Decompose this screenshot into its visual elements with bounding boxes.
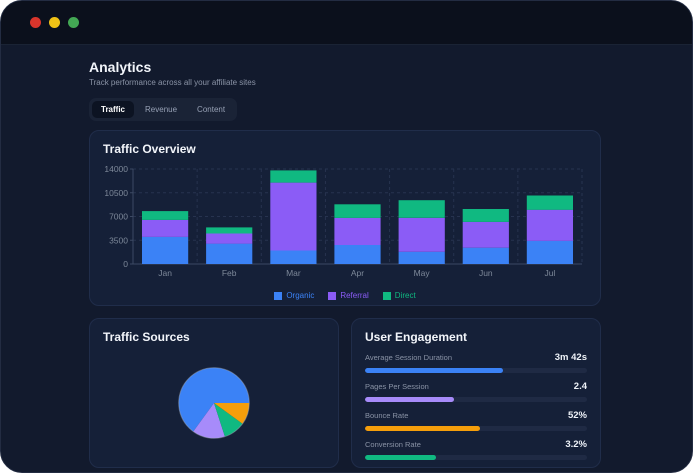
svg-text:Mar: Mar <box>286 268 301 278</box>
legend-item: Organic <box>274 291 314 300</box>
legend-swatch <box>328 291 337 300</box>
metric-bar-track <box>365 368 587 373</box>
metric-row: Average Session Duration 3m 42s <box>365 352 587 373</box>
metric-value: 2.4 <box>573 381 587 392</box>
svg-text:May: May <box>414 268 431 278</box>
tab-bar: Traffic Revenue Content <box>89 98 238 121</box>
svg-text:Jan: Jan <box>158 268 172 278</box>
metric-row: Pages Per Session 2.4 <box>365 381 587 402</box>
metric-row: Conversion Rate 3.2% <box>365 439 587 460</box>
tab-revenue[interactable]: Revenue <box>136 101 186 118</box>
svg-text:7000: 7000 <box>109 212 128 222</box>
legend-swatch <box>274 291 283 300</box>
tab-traffic[interactable]: Traffic <box>92 101 135 118</box>
minimize-button[interactable] <box>49 17 60 28</box>
traffic-overview-title: Traffic Overview <box>103 142 196 156</box>
user-engagement-card: User Engagement Average Session Duration… <box>351 318 601 468</box>
metric-label: Pages Per Session <box>365 382 429 391</box>
metric-bar-fill <box>365 397 454 402</box>
legend-item: Direct <box>382 291 416 300</box>
traffic-sources-card: Traffic Sources <box>89 318 339 468</box>
user-engagement-title: User Engagement <box>365 330 468 344</box>
metric-bar-fill <box>365 455 437 460</box>
svg-text:Jun: Jun <box>479 268 493 278</box>
metric-value: 3m 42s <box>554 352 587 363</box>
legend-item: Referral <box>328 291 369 300</box>
close-button[interactable] <box>30 17 41 28</box>
metric-bar-fill <box>365 426 481 431</box>
metric-bar-fill <box>365 368 503 373</box>
traffic-sources-pie <box>178 367 250 439</box>
tab-content[interactable]: Content <box>188 101 234 118</box>
svg-text:Feb: Feb <box>222 268 237 278</box>
svg-text:Jul: Jul <box>544 268 555 278</box>
metric-value: 52% <box>567 410 587 421</box>
metric-label: Average Session Duration <box>365 353 452 362</box>
metric-value: 3.2% <box>565 439 587 450</box>
traffic-sources-title: Traffic Sources <box>103 330 190 344</box>
svg-text:3500: 3500 <box>109 235 128 245</box>
window-titlebar <box>1 1 692 45</box>
metric-row: Bounce Rate 52% <box>365 410 587 431</box>
metric-bar-track <box>365 397 587 402</box>
metric-bar-track <box>365 426 587 431</box>
page-content: Analytics Track performance across all y… <box>1 45 692 468</box>
pie-wrapper <box>103 351 325 455</box>
chart-legend: Organic Referral Direct <box>103 291 587 300</box>
svg-text:0: 0 <box>123 259 128 269</box>
svg-text:14000: 14000 <box>104 164 128 174</box>
page-title: Analytics <box>89 59 152 75</box>
svg-text:Apr: Apr <box>351 268 364 278</box>
maximize-button[interactable] <box>68 17 79 28</box>
metric-label: Conversion Rate <box>365 440 421 449</box>
bottom-row: Traffic Sources User Engagement Average … <box>89 318 601 468</box>
legend-swatch <box>382 291 391 300</box>
metric-bar-track <box>365 455 587 460</box>
svg-text:10500: 10500 <box>104 188 128 198</box>
traffic-overview-card: Traffic Overview 0 3500 7000 10500 14000 Jan F… <box>89 130 601 306</box>
legend-label: Organic <box>286 291 315 300</box>
legend-label: Referral <box>340 291 369 300</box>
metric-label: Bounce Rate <box>365 411 409 420</box>
legend-label: Direct <box>394 291 416 300</box>
traffic-overview-chart: 0 3500 7000 10500 14000 Jan Feb Mar Apr May Jun Jul <box>104 164 583 278</box>
page-subtitle: Track performance across all your affili… <box>89 78 256 87</box>
